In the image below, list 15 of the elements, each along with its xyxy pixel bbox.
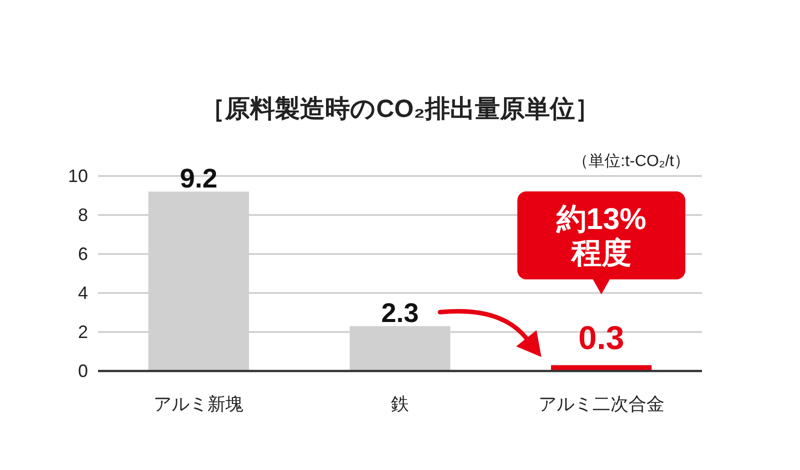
title: ［原料製造時のCO₂排出量原単位］ — [200, 95, 600, 123]
x-tick-label: アルミ新塊 — [154, 394, 244, 414]
y-tick-label: 8 — [78, 205, 88, 225]
x-tick-label: アルミ二次合金 — [538, 394, 664, 414]
y-tick-label: 10 — [68, 166, 88, 186]
data-label: 0.3 — [578, 319, 624, 356]
annotation: （単位:t-CO₂/t） — [572, 153, 690, 170]
data-label: 2.3 — [381, 298, 419, 328]
y-tick-label: 2 — [78, 322, 88, 342]
y-tick-label: 0 — [78, 361, 88, 381]
y-tick-label: 4 — [78, 283, 88, 303]
x-tick-label: 鉄 — [391, 394, 409, 414]
annotation: 約13% 程度 — [556, 203, 646, 270]
y-tick-label: 6 — [78, 244, 88, 264]
data-label: 9.2 — [180, 164, 218, 194]
